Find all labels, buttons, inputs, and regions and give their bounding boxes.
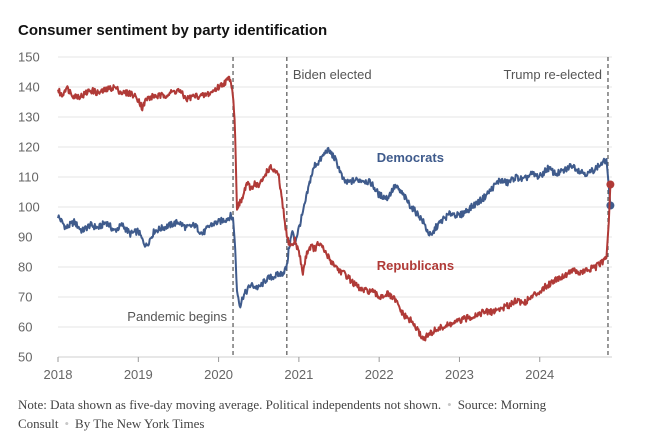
source-text: Source: Morning Consult — [18, 397, 547, 431]
annotation-label: Trump re-elected — [503, 67, 602, 82]
x-tick-label: 2021 — [284, 367, 313, 382]
y-tick-label: 50 — [18, 350, 32, 365]
annotation-label: Pandemic begins — [127, 309, 227, 324]
footer-note: Note: Data shown as five-day moving aver… — [18, 395, 598, 433]
chart-title: Consumer sentiment by party identificati… — [18, 22, 328, 39]
x-tick-label: 2020 — [204, 367, 233, 382]
series-lines — [57, 75, 615, 342]
y-tick-label: 130 — [18, 110, 40, 125]
series-label-republicans: Republicans — [377, 258, 454, 273]
y-tick-label: 110 — [18, 170, 39, 185]
x-tick-label: 2022 — [365, 367, 394, 382]
y-axis: 50 60 70 80 90 100 110 120 130 140 150 — [18, 50, 40, 365]
y-tick-label: 90 — [18, 230, 32, 245]
x-tick-label: 2023 — [445, 367, 474, 382]
y-tick-label: 80 — [18, 260, 32, 275]
separator-dot: • — [64, 416, 70, 431]
end-point-republicans — [606, 180, 615, 189]
series-line-democrats — [57, 146, 612, 309]
series-label-democrats: Democrats — [377, 150, 444, 165]
series-line-republicans — [57, 75, 612, 342]
x-tick-label: 2019 — [124, 367, 153, 382]
y-tick-label: 120 — [18, 140, 40, 155]
y-tick-label: 100 — [18, 200, 40, 215]
y-tick-label: 150 — [18, 50, 40, 65]
separator-dot: • — [447, 397, 452, 412]
annotation-label: Biden elected — [293, 67, 372, 82]
note-text: Note: Data shown as five-day moving aver… — [18, 397, 442, 412]
annotations: Pandemic begins Biden elected Trump re-ele… — [127, 57, 609, 357]
x-tick-label: 2024 — [525, 367, 554, 382]
y-tick-label: 70 — [18, 290, 32, 305]
series-labels: Democrats Republicans — [377, 150, 454, 273]
credit-text: By The New York Times — [75, 416, 205, 431]
x-tick-label: 2018 — [44, 367, 73, 382]
y-tick-label: 140 — [18, 80, 40, 95]
x-axis: 2018 2019 2020 2021 2022 2023 2024 — [44, 357, 554, 382]
y-tick-label: 60 — [18, 320, 32, 335]
